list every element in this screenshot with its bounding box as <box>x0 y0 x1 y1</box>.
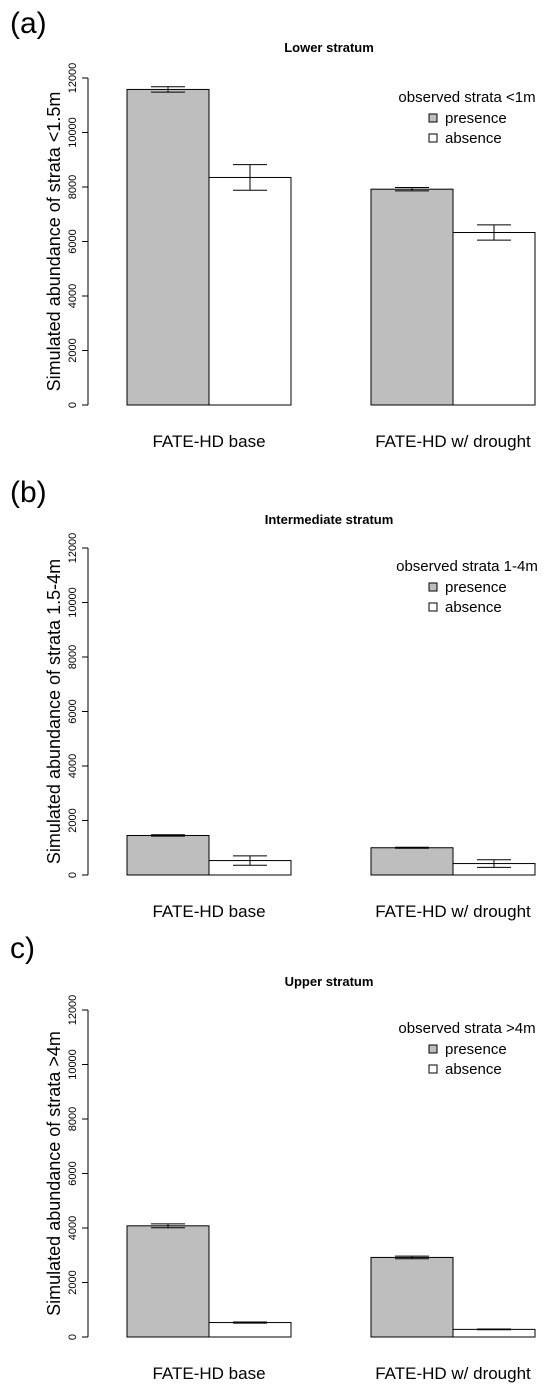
legend-swatch-absence <box>428 602 438 612</box>
y-tick-label: 0 <box>67 1334 79 1340</box>
y-tick-label: 6000 <box>67 699 79 723</box>
x-category-label: FATE-HD base <box>152 1364 265 1383</box>
y-axis-label: Simulated abundance of strata >4m <box>44 1031 64 1316</box>
x-category-label: FATE-HD w/ drought <box>375 902 531 921</box>
y-tick-label: 10000 <box>67 1049 79 1080</box>
bar-absence <box>452 1328 536 1338</box>
x-category-label: FATE-HD w/ drought <box>375 1364 531 1383</box>
legend-title: observed strata <1m <box>398 89 535 106</box>
legend-swatch-presence <box>428 1044 438 1054</box>
y-tick-label: 6000 <box>67 229 79 253</box>
chart-title: Lower stratum <box>284 40 374 55</box>
y-axis-label: Simulated abundance of strata 1.5-4m <box>44 559 64 864</box>
y-tick-label: 10000 <box>67 117 79 148</box>
legend-title: observed strata >4m <box>398 1020 535 1037</box>
y-tick-label: 2000 <box>67 338 79 362</box>
y-tick-label: 2000 <box>67 1270 79 1294</box>
y-tick-label: 8000 <box>67 175 79 199</box>
panel-label: (a) <box>10 7 47 40</box>
legend-label-absence: absence <box>445 130 502 147</box>
bar-absence <box>452 232 536 406</box>
bar-absence <box>208 1322 292 1338</box>
y-tick-label: 2000 <box>67 808 79 832</box>
legend-label-presence: presence <box>445 579 507 596</box>
bar-presence <box>126 88 210 406</box>
panel-label: (b) <box>10 476 47 509</box>
legend-label-absence: absence <box>445 599 502 616</box>
chart-title: Upper stratum <box>285 974 374 989</box>
bar-presence <box>126 1225 210 1338</box>
chart-title: Intermediate stratum <box>265 512 394 527</box>
y-tick-label: 0 <box>67 872 79 878</box>
y-tick-label: 4000 <box>67 284 79 308</box>
x-category-label: FATE-HD base <box>152 902 265 921</box>
x-category-label: FATE-HD base <box>152 432 265 451</box>
y-tick-label: 4000 <box>67 1216 79 1240</box>
y-axis-label: Simulated abundance of strata <1.5m <box>44 92 64 392</box>
legend-swatch-absence <box>428 133 438 143</box>
y-tick-label: 12000 <box>67 63 79 94</box>
chart-panel-1: (a) Lower stratum 0 2000 4000 6000 8000 10000 12… <box>10 7 536 451</box>
y-tick-label: 8000 <box>67 1107 79 1131</box>
y-tick-label: 12000 <box>67 995 79 1026</box>
chart-panel-2: (b) Intermediate stratum 0 2000 4000 6000 8000… <box>10 476 538 921</box>
y-tick-label: 0 <box>67 402 79 408</box>
bar-presence <box>370 847 454 876</box>
bar-absence <box>208 176 292 406</box>
y-tick-label: 10000 <box>67 587 79 618</box>
legend-title: observed strata 1-4m <box>396 558 538 575</box>
legend-swatch-absence <box>428 1064 438 1074</box>
x-category-label: FATE-HD w/ drought <box>375 432 531 451</box>
y-tick-label: 4000 <box>67 754 79 778</box>
legend-swatch-presence <box>428 582 438 592</box>
y-tick-label: 12000 <box>67 533 79 564</box>
legend-label-absence: absence <box>445 1061 502 1078</box>
bar-presence <box>370 1256 454 1338</box>
legend-swatch-presence <box>428 113 438 123</box>
chart-panel-3: c) Upper stratum 0 2000 4000 6000 8000 10000 120… <box>10 932 536 1383</box>
bar-presence <box>370 188 454 406</box>
bar-presence <box>126 834 210 876</box>
panel-label: c) <box>10 932 35 965</box>
legend-label-presence: presence <box>445 1041 507 1058</box>
legend-label-presence: presence <box>445 110 507 127</box>
y-tick-label: 8000 <box>67 645 79 669</box>
y-tick-label: 6000 <box>67 1161 79 1185</box>
